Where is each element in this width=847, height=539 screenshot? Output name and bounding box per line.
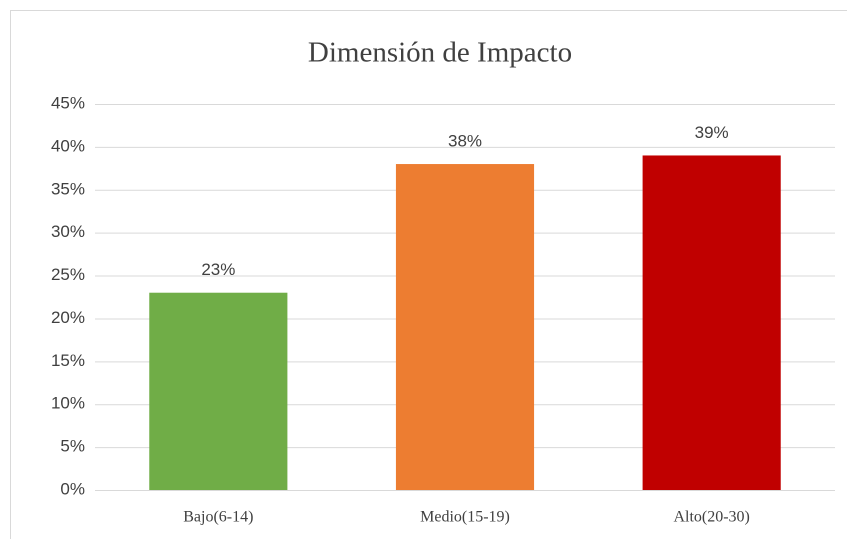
chart-title: Dimensión de Impacto	[308, 37, 572, 69]
data-label: 39%	[695, 123, 729, 142]
y-tick-label: 15%	[51, 351, 85, 370]
y-tick-label: 20%	[51, 308, 85, 327]
y-tick-label: 30%	[51, 222, 85, 241]
y-tick-label: 25%	[51, 265, 85, 284]
data-label: 38%	[448, 132, 482, 151]
data-label: 23%	[201, 260, 235, 279]
bar	[149, 292, 288, 490]
x-tick-label: Medio(15-19)	[420, 509, 510, 526]
y-tick-label: 5%	[60, 437, 85, 456]
y-tick-label: 45%	[51, 93, 85, 112]
y-tick-label: 40%	[51, 136, 85, 155]
y-tick-label: 0%	[60, 479, 85, 498]
bar	[395, 164, 535, 491]
y-tick-label: 35%	[51, 179, 85, 198]
y-tick-label: 10%	[51, 394, 85, 413]
bar	[642, 155, 781, 490]
x-tick-label: Bajo(6-14)	[183, 509, 253, 526]
x-tick-label: Alto(20-30)	[673, 509, 749, 526]
